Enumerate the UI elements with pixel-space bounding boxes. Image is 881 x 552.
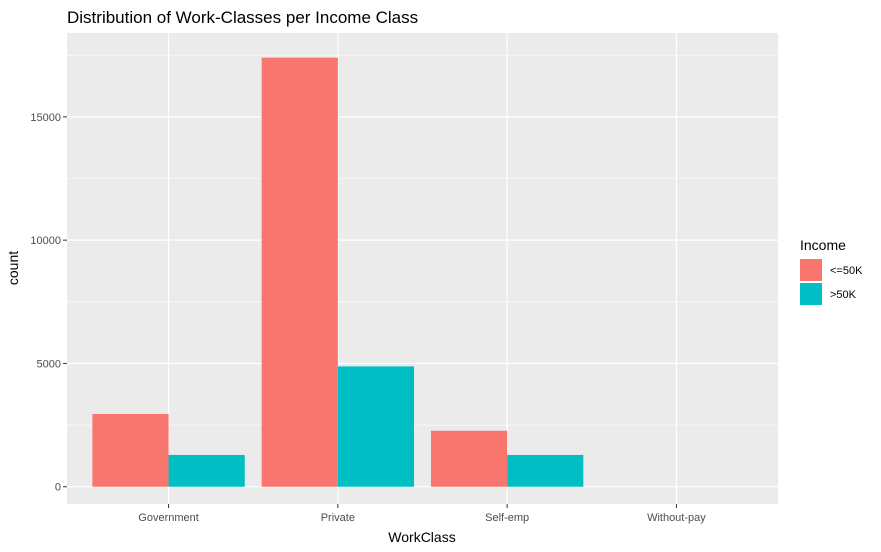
y-tick-label: 0 bbox=[55, 482, 61, 494]
legend-label: <=50K bbox=[830, 265, 863, 277]
legend-title: Income bbox=[800, 237, 846, 253]
y-tick-label: 5000 bbox=[37, 358, 61, 370]
plot-panel bbox=[67, 33, 778, 504]
y-axis-title: count bbox=[5, 251, 21, 285]
bars bbox=[92, 57, 584, 487]
x-axis: Government Private Self-emp Without-pay bbox=[138, 504, 706, 524]
legend: Income <=50K >50K bbox=[800, 237, 863, 305]
x-tick-label: Self-emp bbox=[485, 512, 529, 524]
bar bbox=[261, 57, 338, 487]
y-tick-label: 15000 bbox=[30, 112, 61, 124]
y-tick-label: 10000 bbox=[30, 235, 61, 247]
bar bbox=[337, 366, 415, 487]
x-tick-label: Without-pay bbox=[647, 512, 706, 524]
legend-key bbox=[800, 283, 822, 305]
bar bbox=[92, 413, 169, 487]
bar bbox=[168, 454, 245, 487]
x-axis-title: WorkClass bbox=[388, 529, 455, 545]
bar bbox=[430, 430, 508, 487]
x-tick-label: Private bbox=[321, 512, 355, 524]
y-axis: 0 5000 10000 15000 bbox=[30, 112, 67, 494]
legend-key bbox=[800, 259, 822, 281]
bar bbox=[507, 454, 584, 487]
chart-title: Distribution of Work-Classes per Income … bbox=[67, 8, 418, 27]
x-tick-label: Government bbox=[138, 512, 199, 524]
legend-label: >50K bbox=[830, 289, 857, 301]
